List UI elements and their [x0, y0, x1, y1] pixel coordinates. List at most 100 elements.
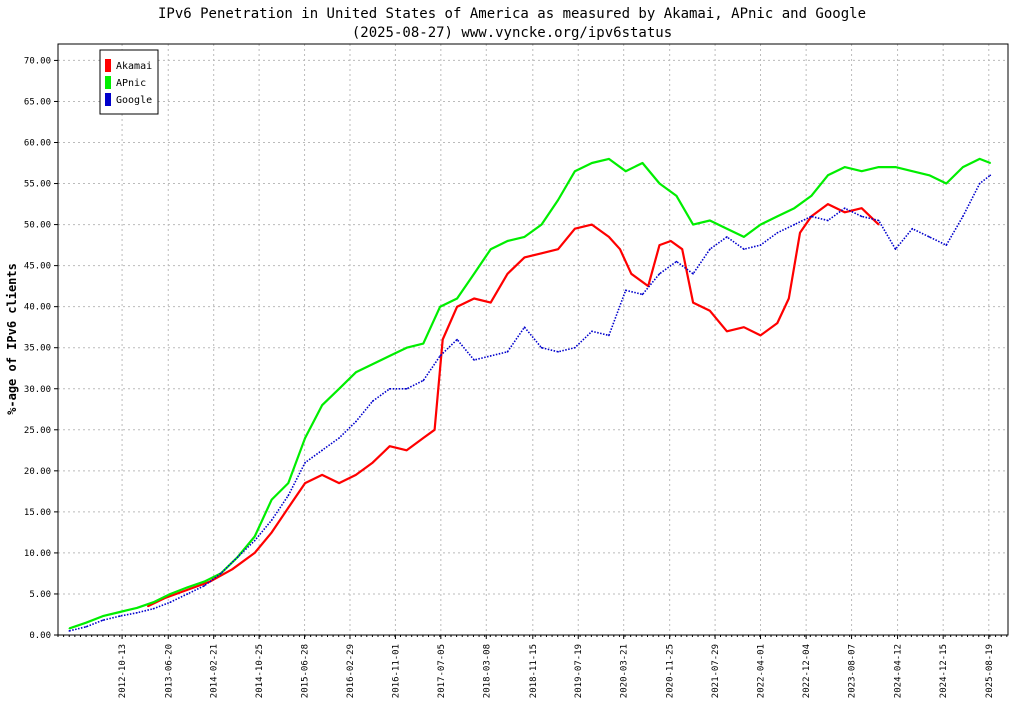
data-point-apnic	[608, 158, 610, 160]
y-tick-label: 55.00	[24, 180, 51, 190]
data-point-akamai	[540, 252, 543, 255]
data-point-google	[928, 236, 931, 238]
data-point-google	[152, 607, 155, 610]
data-point-google	[203, 585, 206, 587]
data-point-google	[989, 174, 992, 177]
data-point-google	[793, 223, 796, 226]
data-point-akamai	[726, 330, 728, 333]
data-point-akamai	[489, 301, 492, 304]
data-point-google	[371, 400, 374, 402]
data-point-apnic	[641, 162, 644, 164]
data-point-apnic	[203, 580, 206, 583]
y-tick-label: 35.00	[24, 344, 51, 354]
data-point-apnic	[928, 174, 931, 177]
data-point-akamai	[523, 256, 526, 259]
legend-label-apnic: APnic	[116, 78, 146, 89]
data-point-google	[860, 215, 863, 218]
data-point-google	[843, 207, 846, 209]
data-point-google	[506, 351, 509, 353]
data-point-google	[270, 519, 273, 521]
data-point-apnic	[270, 498, 273, 501]
data-point-google	[422, 379, 425, 382]
data-point-apnic	[962, 166, 964, 168]
data-point-google	[68, 630, 71, 632]
data-point-akamai	[473, 297, 475, 300]
data-point-google	[186, 593, 189, 595]
x-tick-label: 2024-04-12	[894, 644, 904, 698]
data-point-apnic	[473, 273, 475, 275]
x-tick-label: 2012-10-13	[118, 644, 128, 698]
data-point-akamai	[557, 248, 559, 250]
data-point-google	[338, 437, 340, 439]
y-tick-label: 45.00	[24, 262, 51, 272]
data-point-akamai	[591, 223, 593, 226]
data-point-google	[591, 330, 593, 333]
data-point-google	[641, 293, 644, 296]
data-point-apnic	[877, 166, 880, 168]
series-layer	[68, 157, 992, 632]
x-tick-label: 2017-07-05	[437, 644, 447, 698]
data-point-apnic	[523, 236, 526, 238]
data-point-akamai	[759, 334, 762, 337]
y-tick-label: 60.00	[24, 139, 51, 149]
data-point-google	[321, 449, 323, 452]
grid	[58, 44, 1008, 635]
data-point-apnic	[978, 158, 981, 160]
data-point-apnic	[489, 248, 492, 250]
data-point-apnic	[422, 342, 425, 345]
data-point-akamai	[147, 605, 149, 608]
data-point-google	[355, 420, 357, 423]
data-point-google	[405, 388, 408, 390]
data-point-apnic	[894, 166, 897, 168]
x-tick-label: 2025-08-19	[985, 644, 995, 698]
x-tick-label: 2018-11-15	[529, 644, 539, 698]
data-point-apnic	[692, 223, 694, 226]
data-point-apnic	[860, 170, 863, 172]
data-point-google	[557, 351, 559, 353]
x-tick-label: 2015-06-28	[301, 644, 311, 698]
legend-swatch-akamai	[105, 59, 111, 72]
data-point-akamai	[574, 227, 576, 230]
data-point-google	[102, 619, 104, 621]
data-point-apnic	[304, 437, 306, 439]
data-point-google	[489, 355, 492, 357]
data-point-google	[169, 601, 172, 603]
x-tick-label: 2013-06-20	[164, 644, 174, 698]
data-point-apnic	[338, 388, 340, 390]
data-point-apnic	[439, 305, 441, 308]
data-point-akamai	[630, 273, 633, 275]
data-point-akamai	[788, 297, 790, 300]
data-point-akamai	[456, 305, 458, 308]
data-point-google	[726, 236, 728, 238]
data-point-apnic	[574, 170, 576, 172]
x-tick-label: 2014-10-25	[255, 644, 265, 698]
data-point-akamai	[799, 232, 801, 234]
data-point-akamai	[371, 461, 374, 464]
data-point-google	[675, 260, 678, 263]
data-point-google	[236, 556, 239, 558]
data-point-akamai	[843, 211, 846, 214]
data-point-google	[962, 215, 964, 218]
y-tick-label: 40.00	[24, 303, 51, 313]
y-tick-label: 10.00	[24, 549, 51, 559]
data-point-google	[911, 227, 914, 230]
data-point-apnic	[810, 195, 813, 197]
data-point-apnic	[945, 182, 948, 185]
x-tick-label: 2021-07-29	[711, 644, 721, 698]
data-point-apnic	[557, 199, 559, 201]
y-tick-label: 50.00	[24, 221, 51, 231]
y-tick-label: 25.00	[24, 426, 51, 436]
x-tick-label: 2024-12-15	[939, 644, 949, 698]
data-point-apnic	[152, 601, 155, 603]
data-point-akamai	[709, 310, 711, 312]
data-point-apnic	[506, 240, 509, 242]
data-point-apnic	[843, 166, 846, 168]
data-point-apnic	[253, 535, 256, 538]
series-line-google	[69, 174, 991, 632]
data-point-apnic	[624, 170, 627, 172]
data-point-akamai	[670, 240, 672, 242]
data-point-akamai	[619, 248, 621, 250]
data-point-apnic	[709, 219, 711, 222]
data-point-apnic	[119, 611, 121, 613]
